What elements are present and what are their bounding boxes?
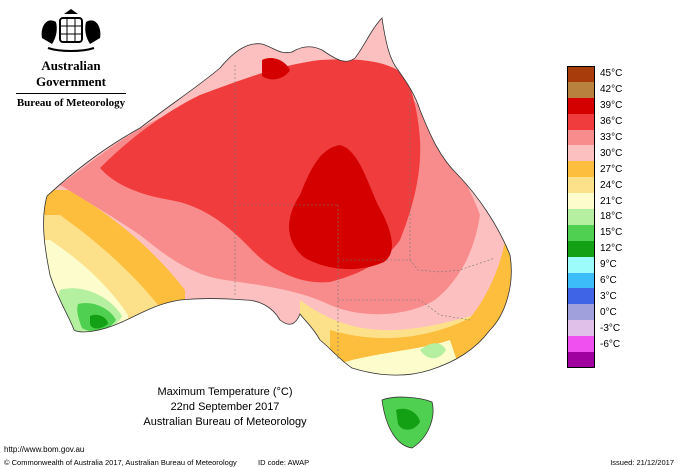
- legend-swatch: [567, 81, 595, 98]
- legend-label: 6°C: [600, 275, 617, 287]
- legend-entry: 27°C: [567, 161, 637, 178]
- legend-label: 12°C: [600, 243, 623, 255]
- legend-swatch: [567, 224, 595, 241]
- legend-label: 9°C: [600, 259, 617, 271]
- legend-entry: -3°C: [567, 320, 637, 337]
- legend-label: 21°C: [600, 195, 623, 207]
- australia-coastline: [43, 17, 512, 376]
- legend-entry: 9°C: [567, 256, 637, 273]
- legend-label: 27°C: [600, 163, 623, 175]
- legend-label: -3°C: [600, 322, 621, 334]
- legend-swatch: [567, 113, 595, 130]
- zone-sw-12: [90, 314, 108, 329]
- legend-entry: 18°C: [567, 209, 637, 225]
- footer-issued-date: Issued: 21/12/2017: [610, 458, 674, 467]
- legend-swatch: [567, 256, 595, 273]
- footer-copyright: © Commonwealth of Australia 2017, Austra…: [4, 458, 237, 467]
- legend-label: 24°C: [600, 179, 623, 191]
- legend-label: 45°C: [600, 68, 623, 80]
- legend-label: 3°C: [600, 290, 617, 302]
- legend-swatch: [567, 352, 595, 368]
- legend-entry: 0°C: [567, 304, 637, 321]
- legend-entry: 36°C: [567, 113, 637, 130]
- legend-entry: 6°C: [567, 272, 637, 289]
- footer-url[interactable]: http://www.bom.gov.au: [4, 445, 85, 454]
- map-title-source: Australian Bureau of Meteorology: [143, 416, 307, 428]
- legend-entry: 21°C: [567, 193, 637, 210]
- logo-divider: [16, 93, 126, 94]
- government-name: Australian Government: [35, 58, 107, 89]
- legend-entry: 12°C: [567, 240, 637, 257]
- legend-swatch: [567, 288, 595, 305]
- zone-alps-18: [420, 343, 446, 359]
- legend-label: 36°C: [600, 116, 623, 128]
- legend-entry: 33°C: [567, 129, 637, 146]
- legend-swatch: [567, 320, 595, 337]
- zone-hot-39b: [262, 58, 290, 80]
- legend-entry: -6°C: [567, 336, 637, 353]
- legend-swatch: [567, 66, 595, 82]
- legend-entry: 42°C: [567, 81, 637, 98]
- legend-entry: 45°C: [567, 66, 637, 82]
- legend-entry: [567, 352, 637, 368]
- legend-swatch: [567, 272, 595, 289]
- legend-swatch: [567, 177, 595, 194]
- legend-label: 0°C: [600, 306, 617, 318]
- state-borders: [234, 65, 496, 360]
- footer-id-code: ID code: AWAP: [258, 458, 310, 467]
- coat-of-arms-icon: [41, 9, 101, 52]
- temperature-legend: 45°C 42°C 39°C 36°C 33°C 30°C 27°C 24°C 21°C 18°C…: [567, 66, 637, 368]
- map-title-date: 22nd September 2017: [170, 401, 280, 413]
- legend-label: -6°C: [600, 338, 621, 350]
- legend-label: 42°C: [600, 84, 623, 96]
- legend-label: 18°C: [600, 211, 623, 223]
- bom-logo: Australian Government Bureau of Meteorol…: [10, 8, 132, 109]
- legend-swatch: [567, 304, 595, 321]
- legend-swatch: [567, 97, 595, 114]
- tasmania: [381, 396, 434, 449]
- legend-entry: 24°C: [567, 177, 637, 194]
- map-title: Maximum Temperature (°C) 22nd September …: [140, 385, 310, 430]
- legend-swatch: [567, 145, 595, 162]
- legend-swatch: [567, 209, 595, 225]
- legend-swatch: [567, 193, 595, 210]
- agency-name: Bureau of Meteorology: [16, 97, 126, 109]
- legend-entry: 3°C: [567, 288, 637, 305]
- legend-entry: 30°C: [567, 145, 637, 162]
- zone-hot-39: [289, 145, 392, 270]
- legend-swatch: [567, 336, 595, 353]
- legend-label: 15°C: [600, 227, 623, 239]
- legend-entry: 15°C: [567, 224, 637, 241]
- legend-swatch: [567, 161, 595, 178]
- legend-swatch: [567, 240, 595, 257]
- legend-label: 33°C: [600, 132, 623, 143]
- legend-entry: 39°C: [567, 97, 637, 114]
- legend-swatch: [567, 129, 595, 146]
- map-title-variable: Maximum Temperature (°C): [157, 386, 293, 398]
- legend-label: 30°C: [600, 147, 623, 159]
- legend-label: 39°C: [600, 100, 623, 112]
